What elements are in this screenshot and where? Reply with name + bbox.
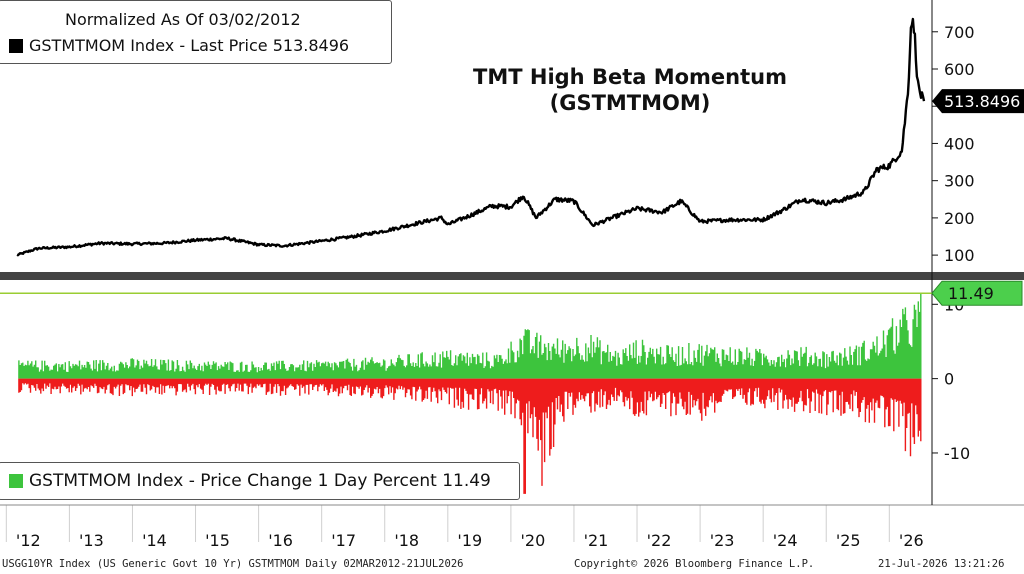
- price-tick-label: 300: [944, 172, 975, 191]
- footer-source: USGG10YR Index (US Generic Govt 10 Yr) G…: [2, 558, 464, 570]
- marker-layer: 513.8496 11.49: [0, 89, 1024, 306]
- price-last-value-marker: [932, 89, 1024, 114]
- down-bars: [18, 378, 922, 494]
- change-tick-label: 0: [944, 370, 954, 389]
- axis-layer: '12 '13 '14 '15 '16 '17 '18 '19 '20 '21 '22 '23 '24 '…: [16, 23, 975, 550]
- footer-timestamp: 21-Jul-2026 13:21:26: [878, 558, 1005, 570]
- change-tick-label: -10: [944, 444, 970, 463]
- x-tick-label: '16: [268, 531, 293, 550]
- change-legend-label: GSTMTMOM Index - Price Change 1 Day Perc…: [29, 471, 491, 491]
- price-tick-label: 600: [944, 60, 975, 79]
- x-tick-label: '20: [520, 531, 545, 550]
- normalized-note: Normalized As Of 03/02/2012: [65, 10, 301, 29]
- price-series: [16, 17, 926, 257]
- price-tick-label: 700: [944, 23, 975, 42]
- change-last-value-label: 11.49: [948, 284, 994, 303]
- x-tick-label: '17: [331, 531, 356, 550]
- price-legend: Normalized As Of 03/02/2012 GSTMTMOM Ind…: [0, 0, 392, 64]
- price-tick-label: 200: [944, 209, 975, 228]
- x-tick-label: '14: [142, 531, 167, 550]
- price-last-value-label: 513.8496: [944, 92, 1020, 111]
- grid-layer: [0, 0, 1024, 542]
- x-tick-label: '18: [394, 531, 419, 550]
- panel-divider: [0, 272, 1024, 280]
- price-legend-swatch: [9, 39, 23, 53]
- x-tick-label: '19: [457, 531, 482, 550]
- x-tick-label: '13: [79, 531, 104, 550]
- x-tick-label: '23: [710, 531, 735, 550]
- change-bars: [18, 293, 922, 494]
- x-tick-label: '25: [836, 531, 861, 550]
- change-legend-swatch: [9, 474, 23, 488]
- change-legend: GSTMTMOM Index - Price Change 1 Day Perc…: [0, 462, 520, 500]
- chart-title: TMT High Beta Momentum: [473, 65, 787, 89]
- price-tick-label: 400: [944, 134, 975, 153]
- x-tick-label: '21: [584, 531, 609, 550]
- price-tick-label: 100: [944, 246, 975, 265]
- chart-title-block: TMT High Beta Momentum (GSTMTMOM): [430, 64, 830, 116]
- change-last-value-marker: [931, 280, 1023, 306]
- x-tick-label: '15: [205, 531, 230, 550]
- chart-subtitle: (GSTMTMOM): [549, 91, 711, 115]
- change-legend-entry: GSTMTMOM Index - Price Change 1 Day Perc…: [9, 471, 491, 491]
- price-legend-label: GSTMTMOM Index - Last Price 513.8496: [29, 36, 350, 55]
- x-tick-label: '26: [899, 531, 924, 550]
- footer-copyright: Copyright© 2026 Bloomberg Finance L.P.: [574, 558, 815, 570]
- x-tick-label: '12: [16, 531, 41, 550]
- x-tick-label: '24: [773, 531, 798, 550]
- up-bars: [18, 293, 922, 379]
- price-line: [16, 17, 926, 257]
- price-legend-entry: GSTMTMOM Index - Last Price 513.8496: [9, 36, 349, 55]
- x-tick-label: '22: [647, 531, 672, 550]
